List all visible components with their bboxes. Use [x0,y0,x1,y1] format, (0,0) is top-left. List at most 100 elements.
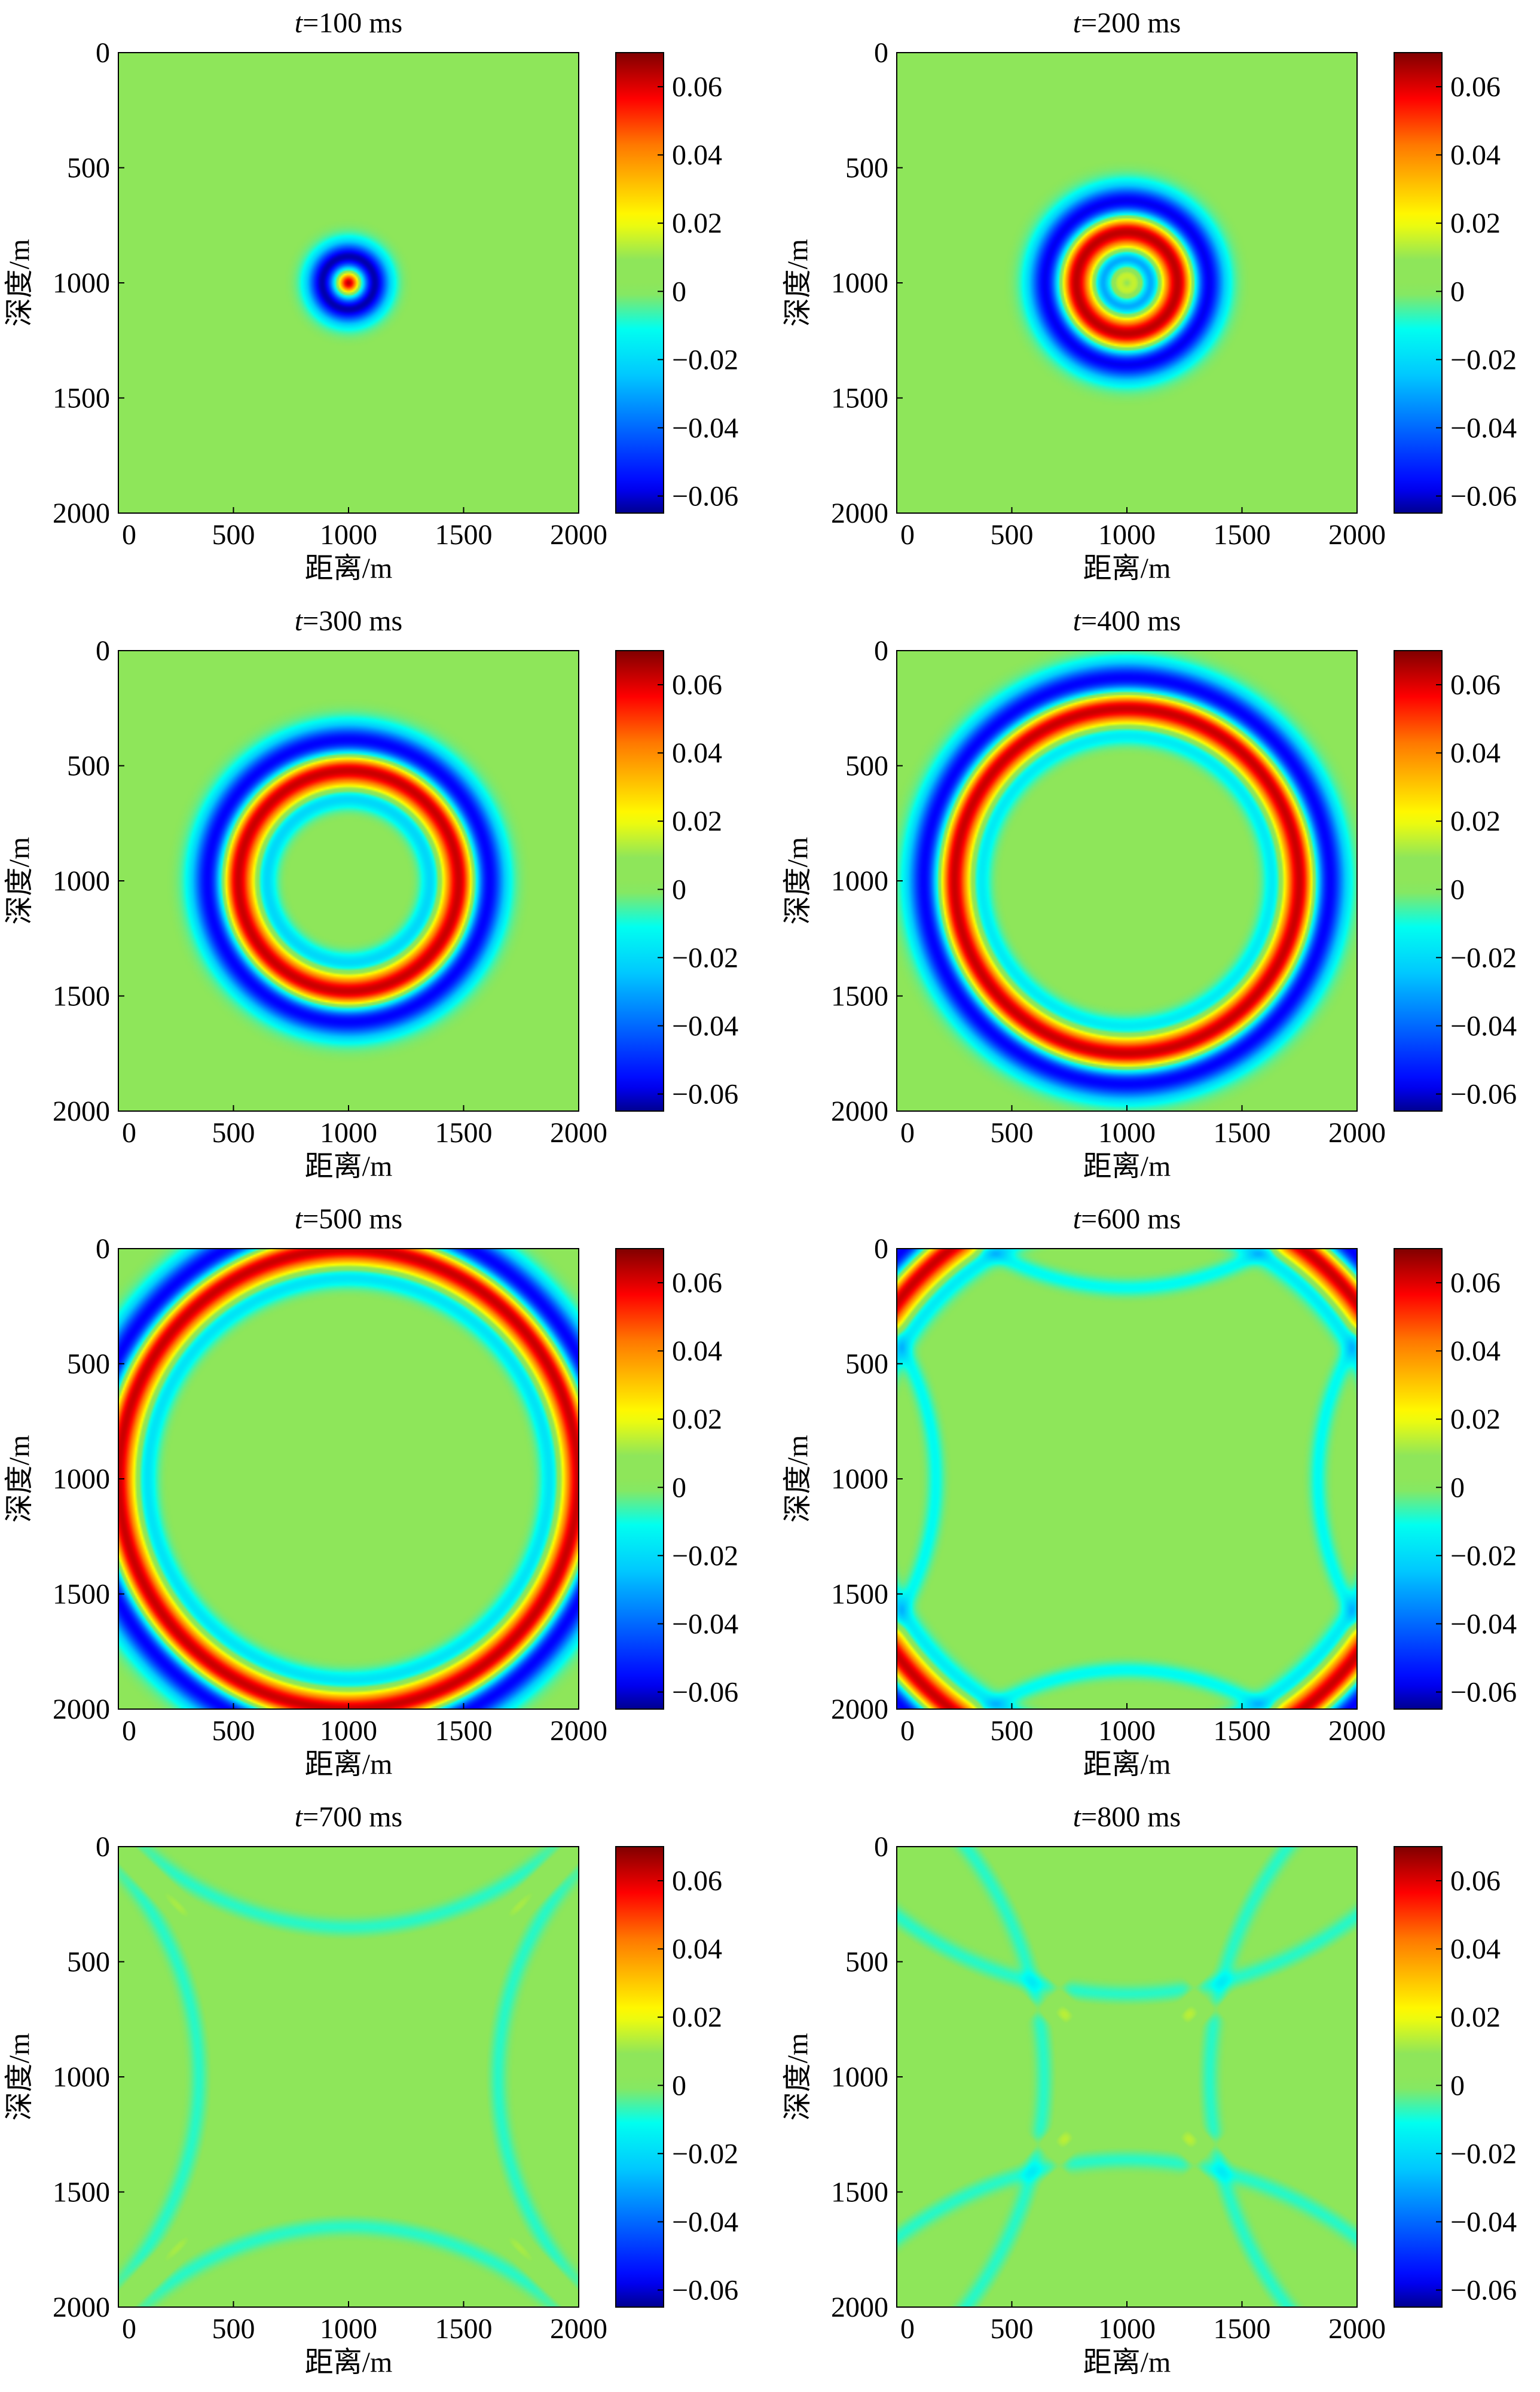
panel-title: t=800 ms [1073,1801,1181,1833]
colorbar-tick-label: −0.06 [672,2274,738,2306]
x-tick-label: 2000 [550,1715,607,1747]
y-axis-label: 深度/m [4,2033,35,2121]
title-var: t [295,605,304,637]
y-axis-label: 深度/m [4,1435,35,1523]
colorbar [1394,650,1443,1112]
colorbar-tick-label: 0.02 [1450,806,1501,837]
title-value: =200 ms [1081,7,1181,39]
x-tick-label: 2000 [1328,1117,1386,1149]
x-axis-label: 距离/m [305,1749,393,1780]
x-tick-label: 500 [212,1715,255,1747]
x-tick-label: 0 [900,2313,915,2345]
x-tick-label: 0 [900,519,915,551]
x-tick-label: 1500 [1214,1117,1271,1149]
colorbar-tick-label: −0.06 [672,1676,738,1708]
colorbar-tick-label: 0.06 [1450,1267,1501,1299]
colorbar-tick-label: 0.06 [672,669,722,701]
y-tick-label: 0 [874,635,888,667]
y-tick-label: 1500 [53,981,110,1012]
x-tick-label: 500 [212,519,255,551]
colorbar-tick-label: −0.04 [672,412,738,444]
y-tick-label: 1000 [53,267,110,299]
x-axis-label: 距离/m [1083,1151,1171,1182]
colorbar-tick-label: −0.02 [1450,2138,1517,2170]
colorbar-tick-label: 0.02 [1450,208,1501,239]
x-tick-label: 2000 [550,519,607,551]
y-tick-label: 0 [874,1233,888,1265]
y-tick-label: 1500 [53,1579,110,1610]
y-tick-label: 1500 [831,1579,888,1610]
x-tick-label: 1500 [435,519,493,551]
y-tick-label: 2000 [831,1096,888,1127]
heatmap-field [118,1847,579,2307]
colorbar-tick-label: −0.02 [672,942,738,974]
colorbar-tick-label: 0.06 [1450,669,1501,701]
colorbar [615,650,664,1112]
chart-panel-200ms: t=200 ms 0 500 1000 1500 2000 0 500 1000 1500 2000… [782,7,1517,584]
colorbar-tick-label: 0.06 [672,71,722,103]
panel-title: t=100 ms [295,7,402,39]
x-axis-label: 距离/m [305,2347,393,2378]
colorbar-tick-label: 0.04 [1450,1933,1501,1965]
colorbar-tick-label: −0.02 [1450,344,1517,376]
colorbar-tick-label: −0.04 [1450,2206,1517,2238]
colorbar-tick-label: −0.06 [1450,1676,1517,1708]
y-axis-label: 深度/m [782,1435,814,1523]
colorbar [615,1846,664,2308]
colorbar-tick-label: −0.06 [672,1078,738,1110]
y-axis-label: 深度/m [782,239,814,327]
colorbar [1394,52,1443,514]
x-tick-label: 2000 [1328,1715,1386,1747]
y-axis-label: 深度/m [4,239,35,327]
heatmap-field [897,651,1357,1111]
colorbar-tick-label: −0.02 [672,344,738,376]
title-value: =800 ms [1081,1801,1181,1833]
chart-panel-800ms: t=800 ms 0 500 1000 1500 2000 0 500 1000 1500 2000… [782,1801,1517,2378]
colorbar-tick-label: −0.04 [672,2206,738,2238]
y-tick-label: 2000 [53,1096,110,1127]
title-var: t [1073,7,1082,39]
title-value: =600 ms [1081,1203,1181,1235]
y-tick-label: 2000 [53,498,110,529]
colorbar-tick-label: −0.04 [1450,1010,1517,1042]
y-tick-label: 2000 [831,498,888,529]
y-tick-label: 1500 [53,383,110,414]
colorbar-tick-label: 0.06 [672,1865,722,1897]
x-tick-label: 500 [991,2313,1034,2345]
y-tick-label: 0 [874,1831,888,1863]
heatmap-field [118,53,579,513]
colorbar-tick-label: 0.02 [1450,1404,1501,1435]
x-tick-label: 2000 [550,2313,607,2345]
y-tick-label: 1500 [53,2177,110,2208]
y-tick-label: 500 [845,750,888,782]
colorbar-tick-label: 0.06 [1450,71,1501,103]
y-tick-label: 1000 [831,1463,888,1495]
colorbar-tick-label: 0.02 [1450,2002,1501,2033]
y-tick-label: 500 [845,1348,888,1380]
colorbar [615,1248,664,1710]
colorbar-tick-label: −0.04 [1450,412,1517,444]
x-axis-label: 距离/m [1083,553,1171,584]
y-tick-label: 500 [845,152,888,184]
colorbar-tick-label: −0.06 [1450,2274,1517,2306]
colorbar-tick-label: −0.02 [1450,942,1517,974]
colorbar-tick-label: 0.04 [1450,1335,1501,1367]
colorbar-tick-label: 0.02 [672,208,722,239]
x-axis-label: 距离/m [1083,2347,1171,2378]
x-tick-label: 1500 [435,2313,493,2345]
heatmap-field [897,1847,1357,2307]
y-tick-label: 500 [67,1946,110,1978]
x-tick-label: 500 [991,1117,1034,1149]
x-tick-label: 1500 [435,1117,493,1149]
y-tick-label: 500 [67,152,110,184]
title-var: t [295,7,304,39]
y-tick-label: 1000 [53,2061,110,2093]
colorbar-tick-label: −0.04 [1450,1608,1517,1640]
x-tick-label: 500 [212,2313,255,2345]
x-tick-label: 500 [991,519,1034,551]
chart-panel-100ms: t=100 ms 0 500 1000 1500 2000 0 500 1000 1500 2000… [4,7,738,584]
heatmap-field [118,651,579,1111]
title-value: =400 ms [1081,605,1181,637]
y-tick-label: 0 [96,1233,110,1265]
